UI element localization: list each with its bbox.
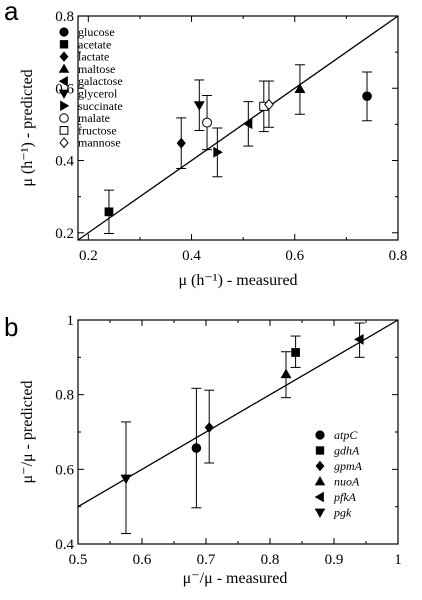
plot-frame (77, 15, 399, 241)
y-tick-label: 0.8 (55, 388, 74, 404)
x-tick-label: 1 (394, 552, 402, 568)
legend-marker-pfkA (314, 491, 324, 503)
x-axis-label: μ (h⁻¹) - measured (178, 272, 297, 289)
marker-nuoA (280, 368, 292, 379)
data-point-pfkA (354, 322, 365, 358)
data-point-atpC (191, 387, 202, 509)
y-tick-label: 0.4 (55, 154, 74, 170)
y-axis-label: μ (h⁻¹) - predicted (19, 69, 36, 186)
x-tick-label: 0.8 (389, 248, 408, 264)
marker-pfkA (354, 333, 364, 345)
data-point-gdhA (290, 335, 301, 368)
reference-line (77, 319, 399, 508)
y-tick-label: 0.4 (55, 537, 74, 553)
legend-label-pfkA: pfkA (333, 490, 357, 504)
legend-label-glucose: glucose (78, 25, 115, 39)
legend-label-fructose: fructose (78, 123, 117, 137)
legend-marker-maltose (58, 63, 70, 73)
data-point-mannose (263, 80, 274, 128)
data-point-succinate (212, 127, 223, 178)
x-tick-label: 0.6 (285, 248, 304, 264)
legend-label-gdhA: gdhA (334, 444, 360, 458)
marker-atpC (191, 443, 202, 453)
legend-label-acetate: acetate (78, 37, 111, 51)
y-tick-label: 0.6 (55, 81, 74, 97)
legend-marker-lactate (59, 51, 69, 62)
x-axis-label: μ⁻/μ - measured (183, 570, 288, 587)
legend-marker-mannose (59, 137, 69, 149)
y-tick-label: 0.8 (55, 9, 74, 25)
data-point-maltose (294, 64, 306, 115)
legend-label-succinate: succinate (78, 99, 123, 113)
legend-label-gpmA: gpmA (334, 459, 363, 473)
data-point-pgk (120, 421, 132, 535)
marker-acetate (104, 207, 114, 217)
legend-marker-nuoA (314, 476, 326, 486)
legend-label-pgk: pgk (333, 506, 352, 520)
legend-marker-atpC (315, 430, 325, 440)
x-tick-label: 0.9 (325, 552, 344, 568)
legend-marker-succinate (60, 100, 70, 112)
marker-malate (202, 117, 213, 128)
legend-marker-acetate (59, 40, 69, 49)
marker-glucose (362, 91, 372, 102)
panel-a: 0.2 0.4 0.6 0.8 0.2 0.4 0.6 0.8 μ (h⁻¹) - measur… (4, 0, 407, 289)
x-tick-label: 0.8 (261, 552, 280, 568)
y-axis-label: μ⁻/μ - predicted (19, 381, 36, 484)
marker-maltose (294, 83, 306, 93)
legend-label-malate: malate (78, 111, 110, 125)
legend-marker-gdhA (315, 446, 325, 455)
legend-label-lactate: lactate (78, 50, 109, 64)
legend-marker-gpmA (315, 460, 325, 472)
legend-marker-glycerol (58, 89, 70, 99)
data-point-nuoA (280, 351, 292, 399)
legend-marker-galactose (58, 75, 68, 87)
reference-line (77, 15, 399, 241)
marker-gdhA (291, 348, 300, 357)
legend-label-mannose: mannose (78, 136, 121, 150)
x-tick-label: 0.7 (197, 552, 216, 568)
legend-marker-pgk (314, 508, 326, 518)
data-point-glucose (362, 71, 373, 122)
data-point-lactate (176, 117, 187, 169)
data-point-acetate (103, 189, 114, 234)
legend-marker-glucose (59, 27, 69, 37)
x-tick-label: 0.5 (69, 552, 88, 568)
data-point-gpmA (204, 389, 215, 464)
y-tick-label: 0.2 (55, 226, 74, 242)
marker-pgk (120, 474, 132, 485)
legend-label-maltose: maltose (78, 62, 115, 76)
marker-gpmA (204, 422, 214, 433)
marker-succinate (213, 146, 223, 158)
panel-b: 0.5 0.6 0.7 0.8 0.9 1 0.4 0.6 0.8 1 μ⁻/μ - measure… (4, 312, 402, 587)
legend-label-nuoA: nuoA (334, 475, 360, 489)
legend-marker-fructose (59, 126, 69, 135)
legend: glucoseacetatelactatemaltosegalactosegly… (58, 25, 123, 150)
data-point-galactose (242, 101, 254, 147)
marker-lactate (176, 137, 186, 149)
y-tick-label: 0.6 (55, 462, 74, 478)
x-tick-label: 0.4 (182, 248, 201, 264)
x-tick-label: 0.6 (133, 552, 152, 568)
y-tick-label: 1 (67, 313, 75, 329)
data-point-glycerol (193, 79, 205, 132)
marker-glycerol (193, 101, 205, 111)
legend-label-atpC: atpC (334, 428, 358, 442)
data-point-malate (202, 94, 213, 151)
marker-mannose (264, 98, 274, 111)
legend-label-glycerol: glycerol (78, 87, 118, 101)
marker-galactose (242, 118, 253, 130)
panel-letter: a (4, 0, 19, 26)
legend-label-galactose: galactose (78, 74, 123, 88)
x-tick-label: 0.2 (79, 248, 98, 264)
legend-marker-malate (59, 113, 69, 123)
panel-letter: b (4, 312, 18, 342)
